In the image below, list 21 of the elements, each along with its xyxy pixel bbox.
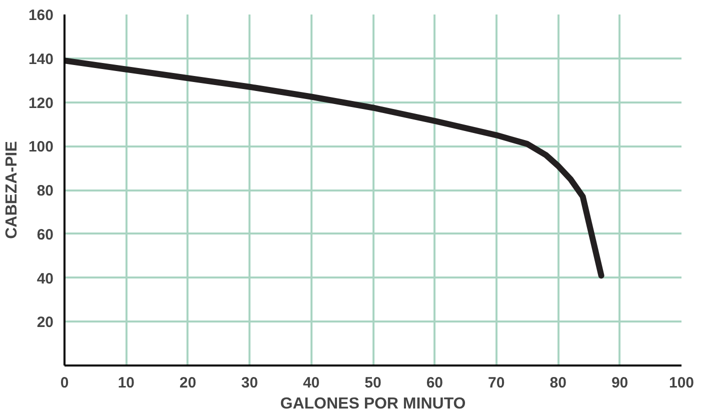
- x-tick-label: 60: [426, 374, 444, 392]
- y-tick-label: 40: [36, 270, 54, 288]
- y-tick-label: 140: [28, 50, 54, 68]
- x-tick-label: 20: [180, 374, 196, 392]
- y-tick-label: 120: [28, 94, 54, 112]
- x-tick-label: 50: [364, 374, 382, 392]
- x-tick-label: 10: [118, 374, 135, 392]
- x-tick-label: 40: [302, 374, 320, 392]
- y-tick-label: 80: [36, 182, 54, 200]
- x-tick-label: 0: [60, 374, 69, 392]
- y-tick-label: 20: [36, 314, 54, 332]
- y-tick-label: 60: [36, 226, 54, 244]
- y-axis-title: CABEZA-PIE: [3, 140, 20, 239]
- x-tick-label: 100: [668, 374, 694, 392]
- x-tick-label: 90: [611, 374, 628, 392]
- x-tick-label: 70: [488, 374, 505, 392]
- y-tick-label: 160: [28, 7, 54, 24]
- y-tick-label: 100: [28, 138, 54, 156]
- x-axis-title: GALONES POR MINUTO: [280, 396, 466, 412]
- x-tick-label: 80: [550, 374, 566, 392]
- x-tick-label: 30: [241, 374, 258, 392]
